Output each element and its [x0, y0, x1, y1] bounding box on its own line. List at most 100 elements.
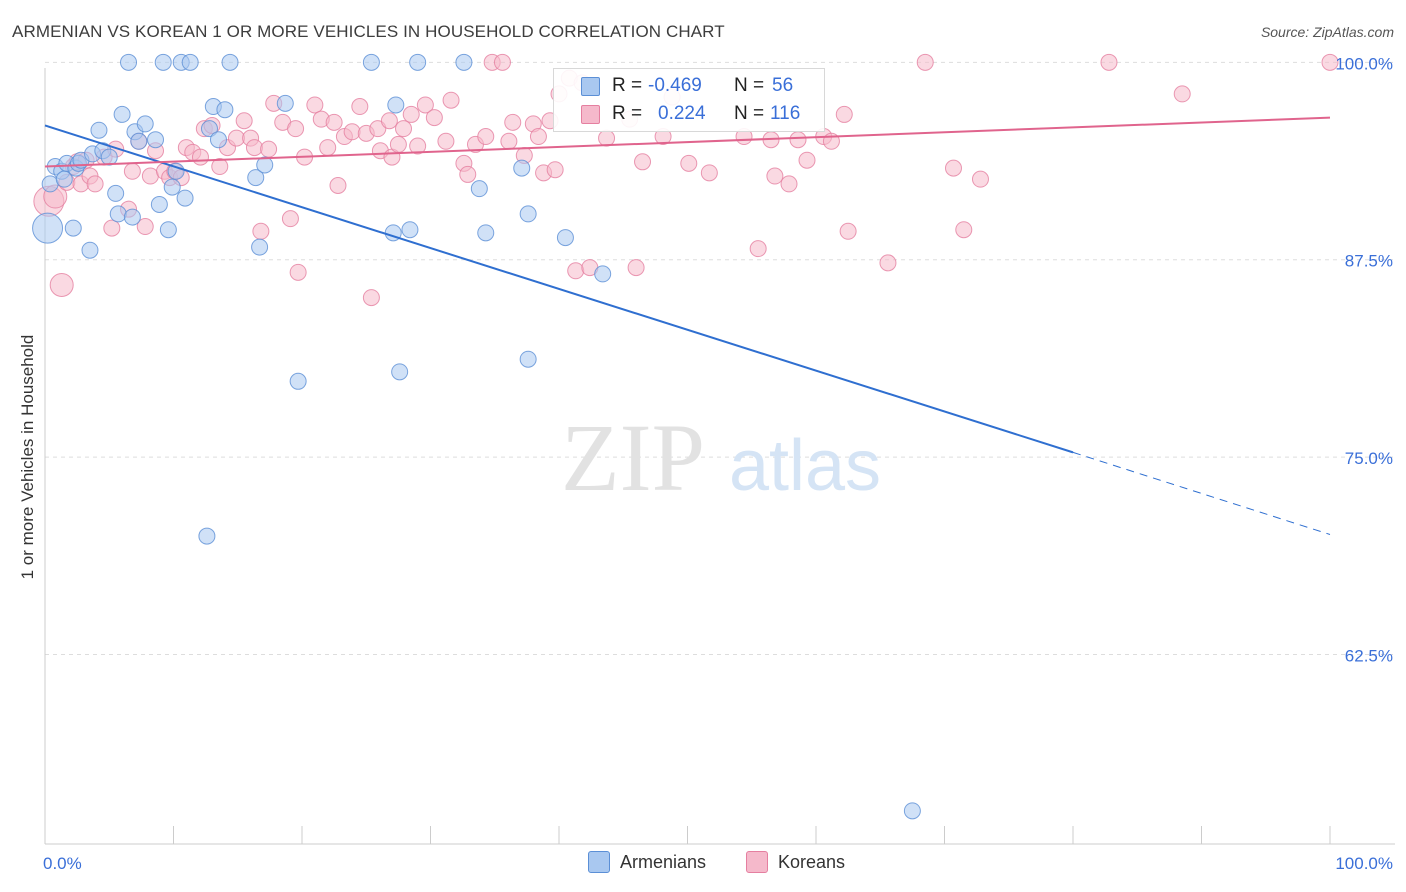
- koreans-point: [369, 120, 387, 138]
- koreans-point: [459, 165, 477, 183]
- armenians-point: [387, 96, 405, 114]
- armenians-trend-line: [44, 124, 1074, 454]
- armenians-legend-label: Armenians: [620, 851, 707, 872]
- koreans-point: [789, 131, 807, 149]
- source-credit: Source: ZipAtlas.com: [1260, 24, 1394, 40]
- watermark: ZIP atlas: [561, 404, 881, 511]
- koreans-point: [798, 151, 816, 169]
- armenians-point: [200, 120, 218, 138]
- koreans-point: [627, 259, 645, 277]
- koreans-trend-line: [44, 116, 1331, 168]
- armenians-r-label: R =: [612, 75, 643, 96]
- armenians-point: [455, 53, 473, 71]
- koreans-point: [141, 167, 159, 185]
- tick-labels: 62.5% 75.0% 87.5% 100.0% 0.0% 100.0%: [43, 54, 1393, 873]
- koreans-point: [835, 105, 853, 123]
- armenians-point: [147, 131, 165, 149]
- legend-armenians[interactable]: Armenians: [588, 851, 706, 873]
- watermark-zip: ZIP: [561, 404, 705, 511]
- koreans-point: [437, 132, 455, 150]
- armenians-point: [209, 131, 227, 149]
- koreans-point: [389, 135, 407, 153]
- koreans-point: [287, 120, 305, 138]
- gridlines: [45, 61, 1395, 656]
- koreans-point: [598, 129, 616, 147]
- armenians-point: [113, 105, 131, 123]
- koreans-r-label: R =: [612, 103, 643, 124]
- armenians-point: [176, 189, 194, 207]
- koreans-point: [944, 159, 962, 177]
- koreans-point: [955, 221, 973, 239]
- koreans-point: [380, 112, 398, 130]
- koreans-point: [425, 109, 443, 127]
- armenians-point: [276, 94, 294, 112]
- armenians-point: [32, 212, 64, 244]
- koreans-legend-swatch: [746, 851, 768, 873]
- armenians-point: [136, 115, 154, 133]
- armenians-point: [81, 241, 99, 259]
- armenians-point: [163, 178, 181, 196]
- armenians-point: [256, 156, 274, 174]
- koreans-point: [504, 113, 522, 131]
- armenians-legend-swatch: [588, 851, 610, 873]
- koreans-point: [86, 175, 104, 193]
- armenians-point: [519, 205, 537, 223]
- armenians-r-value: -0.469: [648, 75, 702, 96]
- armenians-point: [216, 101, 234, 119]
- koreans-point: [839, 222, 857, 240]
- koreans-point: [329, 176, 347, 194]
- armenians-point: [556, 229, 574, 247]
- armenians-point: [64, 219, 82, 237]
- x-tick-label: 0.0%: [43, 854, 82, 873]
- armenians-point: [107, 184, 125, 202]
- koreans-point: [700, 164, 718, 182]
- armenians-point: [90, 121, 108, 139]
- armenians-point: [198, 527, 216, 545]
- armenians-point: [120, 53, 138, 71]
- armenians-point: [154, 53, 172, 71]
- koreans-point: [289, 263, 307, 281]
- armenians-point: [159, 221, 177, 239]
- koreans-point: [971, 170, 989, 188]
- koreans-point: [319, 139, 337, 157]
- armenians-point: [401, 221, 419, 239]
- koreans-point: [546, 161, 564, 179]
- armenians-point: [903, 802, 921, 820]
- koreans-point: [749, 240, 767, 258]
- koreans-point: [766, 167, 784, 185]
- koreans-legend-label: Koreans: [778, 851, 846, 872]
- koreans-point: [260, 140, 278, 158]
- koreans-point: [879, 254, 897, 272]
- koreans-point: [227, 129, 245, 147]
- armenians-point: [123, 208, 141, 226]
- koreans-point: [477, 128, 495, 146]
- watermark-atlas: atlas: [729, 426, 881, 506]
- armenians-n-value: 56: [772, 75, 794, 96]
- armenians-point: [513, 159, 531, 177]
- armenians-point: [594, 265, 612, 283]
- armenians-point: [519, 350, 537, 368]
- armenians-point: [289, 372, 307, 390]
- koreans-point: [442, 91, 460, 109]
- armenians-point: [409, 53, 427, 71]
- koreans-point: [493, 53, 511, 71]
- koreans-point: [281, 210, 299, 228]
- koreans-point: [634, 153, 652, 171]
- armenians-point: [109, 205, 127, 223]
- koreans-point: [49, 272, 74, 297]
- armenians-n-label: N =: [734, 75, 765, 96]
- koreans-stat-swatch: [581, 105, 600, 124]
- koreans-point: [395, 120, 413, 138]
- legend-koreans[interactable]: Koreans: [746, 851, 845, 873]
- koreans-point: [1173, 85, 1191, 103]
- koreans-n-label: N =: [734, 103, 765, 124]
- koreans-point: [103, 219, 121, 237]
- koreans-point: [680, 154, 698, 172]
- koreans-point: [1100, 53, 1118, 71]
- koreans-point: [136, 218, 154, 236]
- koreans-point: [529, 128, 547, 146]
- trend-lines: [44, 116, 1331, 535]
- koreans-point: [916, 53, 934, 71]
- koreans-r-value: 0.224: [658, 103, 706, 124]
- armenians-point: [477, 224, 495, 242]
